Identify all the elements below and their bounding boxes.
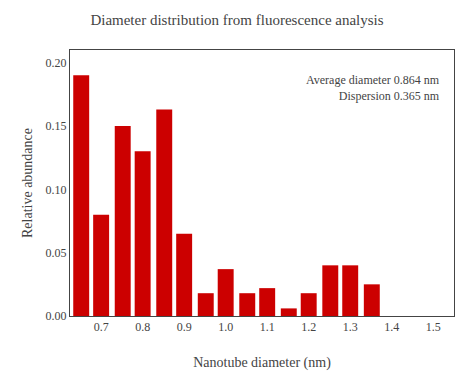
svg-text:Relative abundance: Relative abundance — [20, 128, 35, 238]
svg-text:1.2: 1.2 — [301, 320, 316, 334]
svg-text:Nanotube diameter (nm): Nanotube diameter (nm) — [193, 355, 331, 371]
svg-text:1.1: 1.1 — [260, 320, 275, 334]
svg-text:0.8: 0.8 — [135, 320, 150, 334]
svg-text:0.00: 0.00 — [46, 309, 67, 323]
svg-text:0.05: 0.05 — [46, 246, 67, 260]
svg-text:1.0: 1.0 — [218, 320, 233, 334]
svg-text:1.3: 1.3 — [343, 320, 358, 334]
svg-text:0.20: 0.20 — [46, 56, 67, 70]
svg-text:0.7: 0.7 — [94, 320, 109, 334]
svg-text:0.10: 0.10 — [46, 183, 67, 197]
svg-text:1.4: 1.4 — [384, 320, 399, 334]
svg-text:Diameter distribution from flu: Diameter distribution from fluorescence … — [90, 12, 383, 28]
svg-text:0.15: 0.15 — [46, 119, 67, 133]
svg-text:Average diameter 0.864 nmDispe: Average diameter 0.864 nmDispersion 0.36… — [306, 73, 440, 103]
svg-text:0.9: 0.9 — [177, 320, 192, 334]
svg-text:1.5: 1.5 — [426, 320, 441, 334]
